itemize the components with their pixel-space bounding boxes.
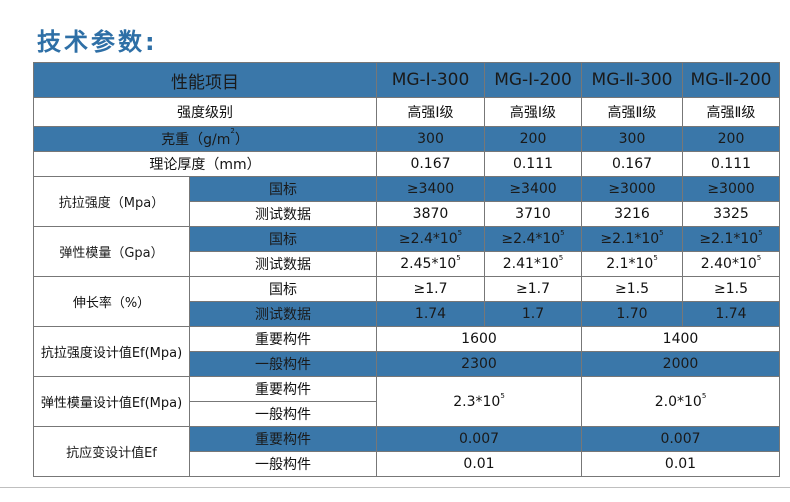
tensile-label: 抗拉强度（Mpa） [33,176,190,227]
strain-design-label: 抗应变设计值Ef [33,426,190,477]
row-grade: 强度级别 高强Ⅰ级 高强Ⅰ级 高强Ⅱ级 高强Ⅱ级 [33,97,780,127]
imp-label: 重要构件 [189,376,377,402]
imp-label: 重要构件 [189,326,377,352]
row-tensile-test: 测试数据 3870 3710 3216 3325 [34,201,780,227]
divider [0,487,790,488]
header-model: MG-Ⅱ-300 [581,62,683,98]
weight-label: 克重（g/m2） [33,126,377,152]
tensile-test: 3216 [581,201,683,227]
row-elongation-test: 测试数据 1.74 1.7 1.70 1.74 [34,301,780,327]
modulus-label: 弹性模量（Gpa） [33,226,190,277]
spec-table: 性能项目 MG-Ⅰ-300 MG-Ⅰ-200 MG-Ⅱ-300 MG-Ⅱ-200… [33,62,780,477]
tensile-test: 3870 [376,201,485,227]
row-strain-design-imp: 抗应变设计值Ef 重要构件 0.007 0.007 [33,426,780,477]
gen-label: 一般构件 [189,401,377,427]
elongation-test: 1.70 [581,301,683,327]
tensile-design-label: 抗拉强度设计值Ef(Mpa) [33,326,190,377]
grade-value: 高强Ⅰ级 [484,97,582,127]
tensile-design-imp: 1400 [581,326,780,352]
thickness-value: 0.167 [376,151,485,177]
row-strain-design-gen: 一般构件 0.01 0.01 [34,451,780,477]
strain-design-gen: 0.01 [581,451,780,477]
elongation-std: ≥1.5 [682,276,780,302]
tensile-std: ≥3400 [376,176,485,202]
elongation-test: 1.7 [484,301,582,327]
grade-value: 高强Ⅰ级 [376,97,485,127]
row-weight: 克重（g/m2） 300 200 300 200 [33,126,780,152]
tensile-std: ≥3000 [682,176,780,202]
modulus-test: 2.40*105 [682,251,780,277]
modulus-std: ≥2.1*105 [682,226,780,252]
tensile-std: ≥3400 [484,176,582,202]
strain-design-imp: 0.007 [376,426,582,452]
tensile-test: 3325 [682,201,780,227]
test-label: 测试数据 [189,201,377,227]
header-row: 性能项目 MG-Ⅰ-300 MG-Ⅰ-200 MG-Ⅱ-300 MG-Ⅱ-200 [33,62,780,98]
gen-label: 一般构件 [189,451,377,477]
row-thickness: 理论厚度（mm） 0.167 0.111 0.167 0.111 [33,151,780,177]
thickness-value: 0.111 [682,151,780,177]
imp-label: 重要构件 [189,426,377,452]
test-label: 测试数据 [189,301,377,327]
row-tensile-std: 抗拉强度（Mpa） 国标 ≥3400 ≥3400 ≥3000 ≥3000 [33,176,780,227]
thickness-value: 0.167 [581,151,683,177]
tensile-design-imp: 1600 [376,326,582,352]
strain-design-imp: 0.007 [581,426,780,452]
row-tensile-design-gen: 一般构件 2300 2000 [34,351,780,377]
modulus-test: 2.1*105 [581,251,683,277]
header-model: MG-Ⅱ-200 [682,62,780,98]
modulus-design-label: 弹性模量设计值Ef(Mpa) [33,376,190,427]
modulus-design-value: 2.0*105 [581,376,780,427]
grade-value: 高强Ⅱ级 [682,97,780,127]
tensile-std: ≥3000 [581,176,683,202]
test-label: 测试数据 [189,251,377,277]
grade-label: 强度级别 [33,97,377,127]
elongation-label: 伸长率（%） [33,276,190,327]
thickness-value: 0.111 [484,151,582,177]
row-modulus-test: 测试数据 2.45*105 2.41*105 2.1*105 2.40*105 [34,251,780,277]
header-model: MG-Ⅰ-300 [376,62,485,98]
std-label: 国标 [189,176,377,202]
section-title: 技术参数: [37,28,158,56]
elongation-std: ≥1.7 [484,276,582,302]
thickness-label: 理论厚度（mm） [33,151,377,177]
elongation-test: 1.74 [376,301,485,327]
tensile-design-gen: 2000 [581,351,780,377]
modulus-std: ≥2.4*105 [376,226,485,252]
header-model: MG-Ⅰ-200 [484,62,582,98]
tensile-test: 3710 [484,201,582,227]
row-modulus-design-gen: 一般构件 [34,401,780,427]
weight-value: 300 [581,126,683,152]
modulus-std: ≥2.1*105 [581,226,683,252]
modulus-design-value: 2.3*105 [376,376,582,427]
header-item: 性能项目 [33,62,377,98]
elongation-test: 1.74 [682,301,780,327]
elongation-std: ≥1.7 [376,276,485,302]
weight-value: 200 [484,126,582,152]
strain-design-gen: 0.01 [376,451,582,477]
modulus-std: ≥2.4*105 [484,226,582,252]
row-tensile-design-imp: 抗拉强度设计值Ef(Mpa) 重要构件 1600 1400 [33,326,780,377]
modulus-test: 2.41*105 [484,251,582,277]
modulus-test: 2.45*105 [376,251,485,277]
row-elongation-std: 伸长率（%） 国标 ≥1.7 ≥1.7 ≥1.5 ≥1.5 [33,276,780,327]
weight-value: 300 [376,126,485,152]
row-modulus-design-imp: 弹性模量设计值Ef(Mpa) 重要构件 2.3*105 2.0*105 [33,376,780,427]
row-modulus-std: 弹性模量（Gpa） 国标 ≥2.4*105 ≥2.4*105 ≥2.1*105 … [33,226,780,277]
gen-label: 一般构件 [189,351,377,377]
std-label: 国标 [189,276,377,302]
elongation-std: ≥1.5 [581,276,683,302]
tensile-design-gen: 2300 [376,351,582,377]
grade-value: 高强Ⅱ级 [581,97,683,127]
std-label: 国标 [189,226,377,252]
weight-value: 200 [682,126,780,152]
